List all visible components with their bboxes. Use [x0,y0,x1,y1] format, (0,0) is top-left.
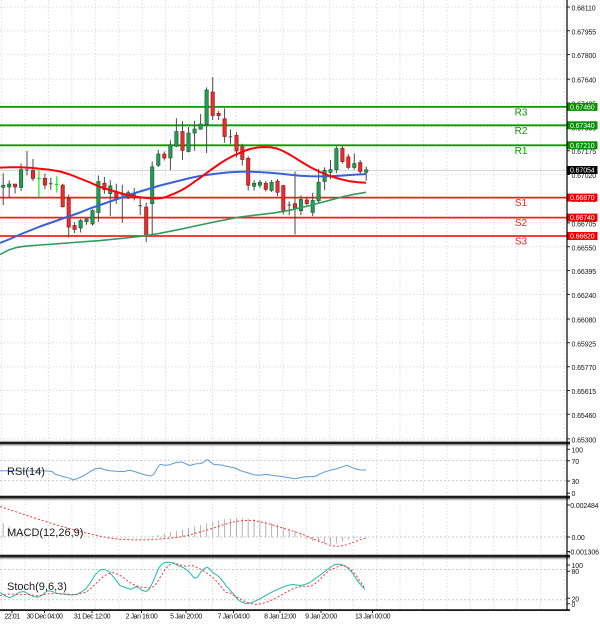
svg-text:R2: R2 [515,126,528,137]
svg-text:70: 70 [572,459,580,466]
svg-text:0.66870: 0.66870 [570,195,595,202]
svg-text:0.66240: 0.66240 [572,293,597,300]
svg-text:30: 30 [572,479,580,486]
svg-text:0.00: 0.00 [572,535,585,542]
svg-text:0.67054: 0.67054 [570,168,595,175]
svg-text:100: 100 [572,563,584,570]
svg-text:0.002484: 0.002484 [570,503,599,510]
svg-text:0.65770: 0.65770 [572,365,597,372]
svg-text:100: 100 [572,447,584,454]
svg-text:S3: S3 [515,237,528,248]
svg-text:80: 80 [572,569,580,576]
svg-text:R1: R1 [515,146,528,157]
svg-text:0.66395: 0.66395 [572,269,597,276]
svg-text:22:01: 22:01 [4,614,20,621]
svg-text:7 Jan 04:00: 7 Jan 04:00 [218,614,250,621]
svg-text:0.67955: 0.67955 [572,29,597,36]
svg-text:S1: S1 [515,198,528,209]
svg-text:8 Jan 12:00: 8 Jan 12:00 [264,614,296,621]
svg-text:20: 20 [572,596,580,603]
svg-text:5 Jan 20:00: 5 Jan 20:00 [170,614,202,621]
svg-text:2 Jan 16:00: 2 Jan 16:00 [126,614,158,621]
svg-text:0.67340: 0.67340 [570,123,595,130]
svg-text:R3: R3 [515,107,528,118]
svg-text:Stoch(9,6,3): Stoch(9,6,3) [7,581,67,593]
svg-text:0.65460: 0.65460 [572,413,597,420]
svg-text:30 Dec 04:00: 30 Dec 04:00 [26,614,63,621]
svg-text:0.67020: 0.67020 [572,173,597,180]
svg-text:9 Jan 20:00: 9 Jan 20:00 [305,614,337,621]
svg-text:31 Dec 12:00: 31 Dec 12:00 [74,614,111,621]
svg-text:0.66740: 0.66740 [570,215,595,222]
svg-text:13 Jan 00:00: 13 Jan 00:00 [355,614,391,621]
svg-text:0.67175: 0.67175 [572,149,597,156]
svg-text:0.68110: 0.68110 [572,6,596,13]
svg-text:MACD(12,26,9): MACD(12,26,9) [7,527,83,539]
svg-text:0.66080: 0.66080 [572,318,597,325]
svg-text:0.67460: 0.67460 [570,105,595,112]
svg-text:0.67640: 0.67640 [572,78,597,85]
svg-text:0: 0 [572,491,576,498]
svg-text:0: 0 [572,602,576,609]
svg-text:0.65300: 0.65300 [572,437,597,444]
svg-text:0.66705: 0.66705 [572,221,597,228]
svg-text:S2: S2 [515,218,528,229]
svg-text:0.67800: 0.67800 [572,53,597,60]
svg-text:-0.001306: -0.001306 [568,550,599,557]
svg-text:RSI(14): RSI(14) [7,466,45,478]
svg-text:0.66620: 0.66620 [570,234,595,241]
svg-text:0.65615: 0.65615 [572,389,597,396]
svg-text:0.66550: 0.66550 [572,245,597,252]
svg-text:0.67210: 0.67210 [570,143,595,150]
svg-text:0.65925: 0.65925 [572,341,597,348]
